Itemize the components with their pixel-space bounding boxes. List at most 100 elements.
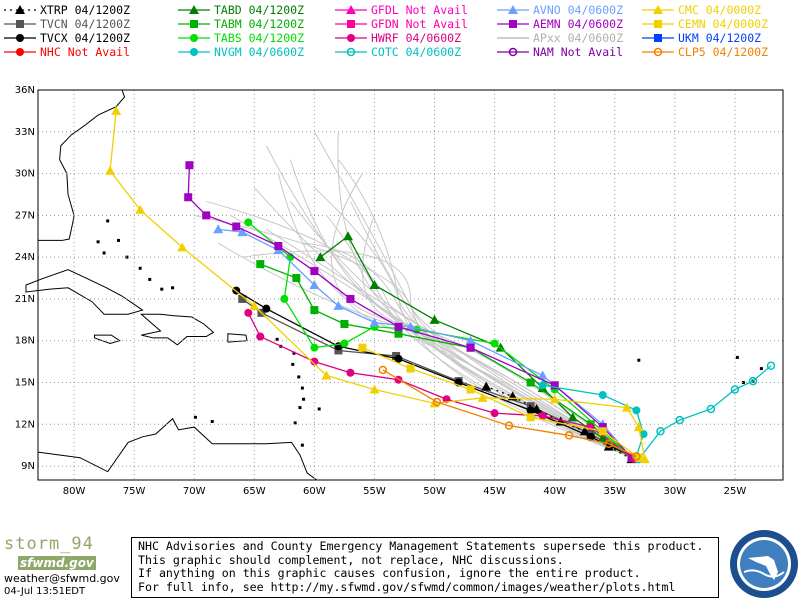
brand-site-badge: sfwmd.gov: [18, 556, 96, 570]
track-point: [105, 165, 116, 175]
track-cotc: [638, 365, 772, 460]
track-point: [603, 441, 614, 451]
track-point: [550, 381, 559, 390]
track-point: [748, 376, 758, 386]
lon-tick-label: 35W: [603, 486, 626, 497]
track-point: [549, 394, 560, 404]
track-map: 36N 33N 30N 27N 24N 21N 18N 15N 12N 9N 80W 75W 70W 65…: [15, 85, 784, 497]
lon-tick-label: 80W: [63, 486, 86, 497]
track-point: [238, 294, 247, 303]
island: [102, 251, 106, 255]
legend-marker: [190, 20, 198, 28]
contact-email: weather@sfwmd.gov: [4, 572, 120, 585]
island: [117, 238, 121, 242]
track-point: [358, 343, 367, 352]
track-point: [369, 384, 380, 394]
track-point: [531, 403, 542, 413]
track-point: [730, 385, 740, 394]
track-point: [526, 413, 535, 422]
lon-tick-label: 45W: [483, 486, 506, 497]
track-point: [309, 280, 320, 289]
lat-tick-label: 33N: [15, 127, 35, 138]
island: [317, 407, 321, 411]
track-point: [213, 224, 224, 234]
lon-tick-label: 75W: [123, 486, 146, 497]
legend-marker: [347, 34, 355, 42]
legend-label: XTRP 04/1200Z: [40, 3, 131, 17]
track-point: [706, 404, 716, 414]
ensemble-member-track: [289, 159, 634, 459]
legend-label: NVGM 04/0600Z: [214, 45, 305, 59]
legend-swatch: [335, 20, 367, 28]
lat-lon-grid: 36N 33N 30N 27N 24N 21N 18N 15N 12N 9N 80W 75W 70W 65…: [15, 85, 783, 497]
track-point: [378, 365, 388, 375]
legend-marker: [16, 34, 24, 42]
lon-tick-label: 55W: [363, 486, 386, 497]
legend-marker: [15, 5, 25, 14]
track-point: [490, 409, 499, 418]
track-point: [567, 412, 578, 422]
track-point: [310, 343, 319, 352]
map-frame: [37, 89, 784, 481]
track-point: [598, 391, 607, 400]
disclaimer-box: NHC Advisories and County Emergency Mana…: [131, 537, 719, 598]
water-management-seal: [730, 530, 798, 598]
legend-swatch: [642, 47, 674, 57]
legend-label: GFDN Not Avail: [371, 17, 468, 31]
track-point: [766, 361, 776, 371]
island: [96, 240, 100, 244]
track-point: [346, 294, 355, 303]
disclaimer-line: This graphic should complement, not repl…: [138, 552, 564, 567]
track-point: [177, 242, 188, 252]
track-point: [340, 320, 349, 328]
legend-label: AVNO 04/0600Z: [533, 3, 624, 17]
legend-label: CLP5 04/1200Z: [678, 45, 769, 59]
lon-tick-label: 70W: [183, 486, 206, 497]
lat-tick-label: 12N: [15, 419, 35, 430]
island: [298, 406, 302, 410]
legend-swatch: [178, 34, 210, 42]
track-point: [481, 381, 492, 391]
legend-label: TABS 04/1200Z: [214, 31, 305, 45]
island: [637, 358, 641, 362]
disclaimer-line: NHC Advisories and County Emergency Mana…: [138, 539, 704, 553]
track-point: [632, 452, 641, 461]
island: [300, 386, 304, 390]
track-point: [310, 357, 319, 366]
track-point: [310, 306, 319, 315]
legend-swatch: [178, 5, 210, 14]
legend-swatch: [497, 47, 529, 57]
track-point: [280, 294, 289, 303]
coastline: [37, 89, 126, 241]
ensemble-spaghetti: [194, 131, 634, 459]
track-point: [538, 411, 547, 420]
ensemble-member-track: [314, 187, 634, 459]
track-point: [466, 385, 475, 394]
legend-marker: [654, 34, 662, 42]
track-point: [310, 267, 319, 276]
lon-tick-label: 25W: [724, 486, 747, 497]
track-point: [249, 300, 260, 310]
legend-marker: [508, 5, 518, 14]
lon-tick-label: 30W: [664, 486, 687, 497]
island: [210, 420, 214, 423]
legend-marker: [16, 20, 24, 28]
legend-label: CMC 04/0000Z: [678, 3, 762, 17]
legend-marker: [346, 47, 356, 57]
track-point: [598, 427, 607, 436]
ensemble-member-track: [331, 173, 634, 459]
track-point: [504, 421, 514, 430]
track-point: [346, 368, 355, 377]
island: [735, 355, 739, 359]
island: [741, 381, 745, 384]
legend-swatch: [642, 20, 674, 28]
track-point: [429, 314, 440, 324]
track-point: [394, 329, 403, 338]
lon-tick-label: 60W: [303, 486, 326, 497]
lat-tick-label: 24N: [15, 252, 35, 263]
brand-logo-text: storm_94: [4, 534, 94, 554]
legend-swatch: [497, 37, 529, 39]
legend-label: TABM 04/1200Z: [214, 17, 305, 31]
track-point: [639, 430, 648, 439]
track-point: [564, 431, 574, 440]
